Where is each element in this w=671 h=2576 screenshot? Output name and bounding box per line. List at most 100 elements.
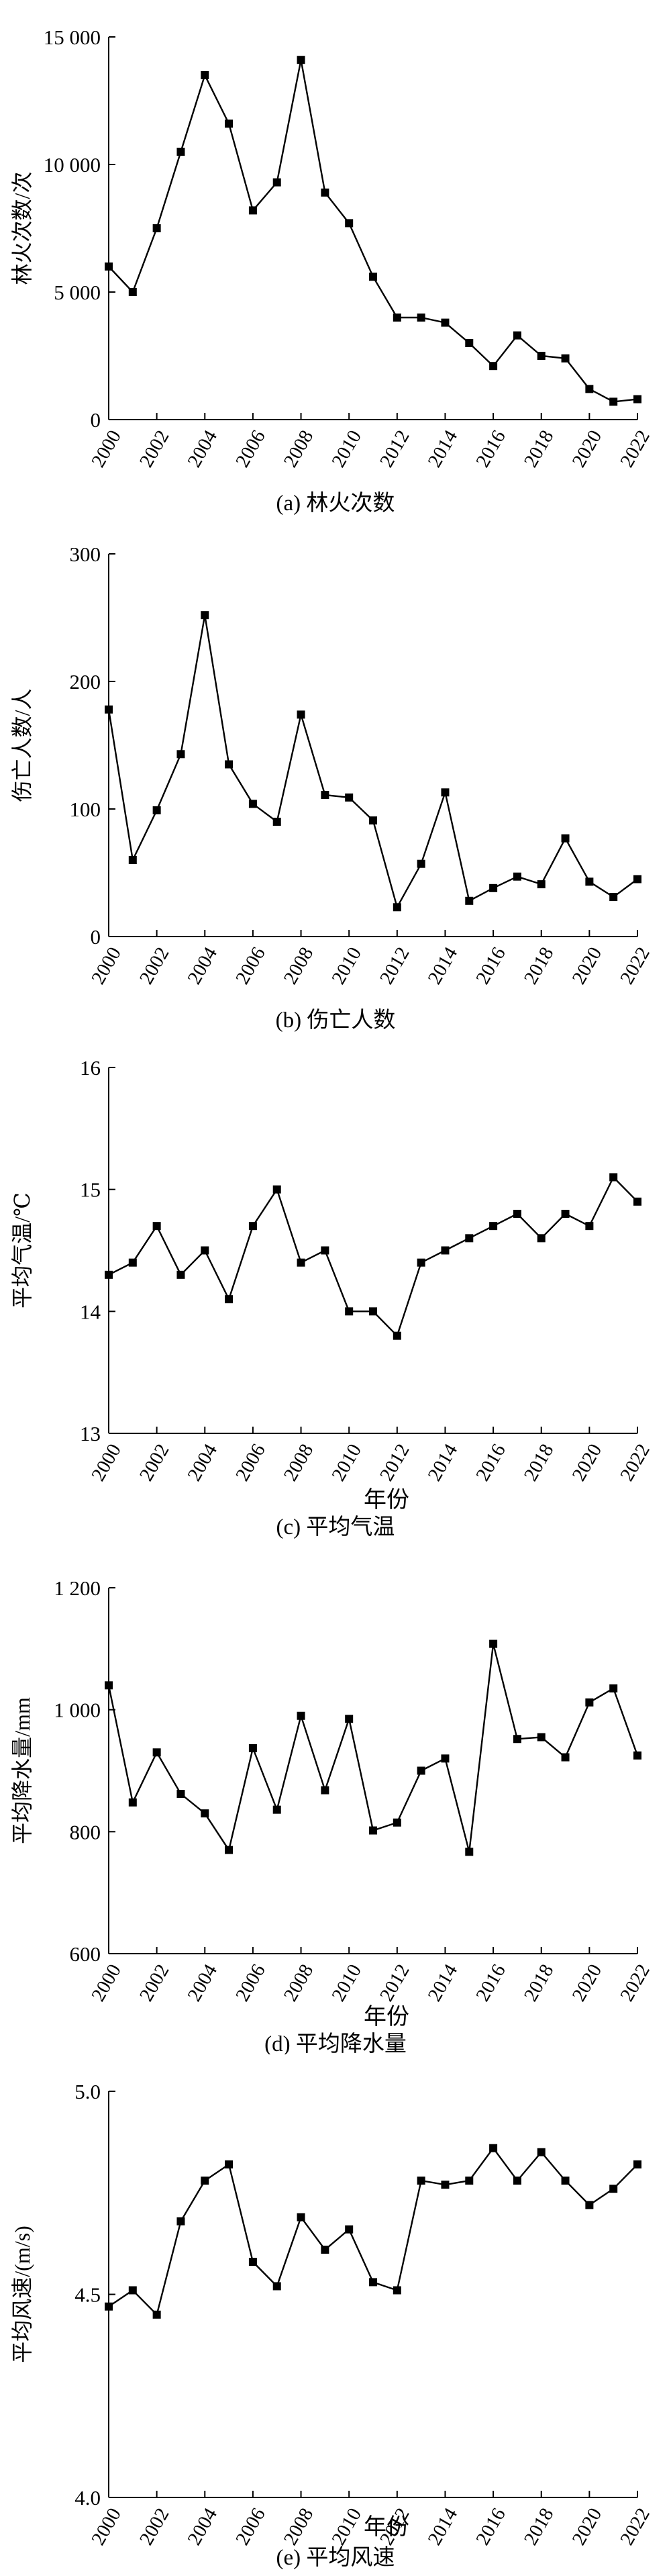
x-tick-label: 2022 [616,426,654,471]
y-tick-label: 5.0 [74,2080,101,2103]
x-tick-label: 2018 [520,2504,558,2548]
x-tick-label: 2014 [424,943,462,988]
data-point [345,2225,354,2234]
x-tick-label: 2020 [568,426,607,471]
x-tick-label: 2002 [136,426,174,471]
x-tick-label: 2006 [231,943,270,988]
data-point [345,219,354,228]
data-point [633,2160,641,2168]
x-tick-label: 2022 [616,1960,654,2005]
series-line [107,1643,639,1852]
x-tick-label: 2000 [87,1440,125,1484]
data-point [537,1234,546,1243]
x-tick-label: 2014 [424,426,462,471]
y-tick-label: 5 000 [54,281,101,304]
data-point [105,1270,113,1279]
y-tick-label: 4.5 [74,2283,101,2307]
data-point [321,188,329,197]
x-tick-label: 2020 [568,2504,607,2548]
x-tick-label: 2016 [472,1440,510,1484]
data-point [465,896,474,905]
chart-panel-3: 600 800 1 000 1 200 2000 2002 2004 2006 2008 2010… [10,1576,654,2054]
data-point [369,2278,377,2287]
y-axis-title: 伤亡人数/人 [10,689,34,802]
data-point [272,2282,281,2291]
data-point [272,818,281,826]
y-tick-label: 16 [80,1056,101,1080]
data-point [321,1786,329,1795]
data-point [105,2302,113,2311]
y-tick-label: 15 [80,1178,101,1202]
y-tick-label: 1 000 [54,1699,101,1722]
x-tick-label: 2002 [136,1960,174,2005]
data-point [393,1818,401,1827]
x-tick-label: 2022 [616,943,654,988]
data-point [537,352,546,360]
data-point [272,178,281,187]
y-tick-label: 15 000 [44,26,101,49]
x-tick-label: 2016 [472,1960,510,2005]
x-tick-label: 2016 [472,426,510,471]
x-tick-label: 2008 [280,1960,318,2005]
data-point [128,1798,137,1807]
x-axis-title: 年份 [364,2004,409,2030]
data-point [489,2144,498,2152]
y-axis-title: 林火次数/次 [10,172,34,285]
data-point [609,1173,618,1182]
x-tick-label: 2008 [280,1440,318,1484]
series-line [107,614,638,910]
data-point [417,1258,425,1267]
y-tick-label: 300 [70,542,101,566]
data-point [585,877,594,886]
y-tick-label: 0 [91,925,101,949]
x-tick-label: 2010 [327,2504,366,2548]
y-tick-label: 10 000 [44,153,101,177]
x-tick-label: 2018 [520,943,558,988]
x-tick-label: 2004 [183,426,221,471]
x-tick-label: 2010 [327,1960,366,2005]
x-tick-label: 2012 [376,426,414,471]
x-tick-label: 2016 [472,2504,510,2548]
x-tick-label: 2012 [376,1440,414,1484]
y-axis-title: 平均降水量/mm [10,1697,34,1844]
chart-caption: (b) 伤亡人数 [276,1008,396,1033]
data-point [321,1246,329,1255]
data-point [561,354,570,363]
data-point [537,880,546,889]
x-tick-label: 2020 [568,1960,607,2005]
y-tick-label: 200 [70,670,101,694]
data-point [345,1715,354,1723]
y-tick-label: 4.0 [74,2486,101,2510]
data-point [609,2185,618,2193]
x-tick-label: 2010 [327,426,366,471]
data-point [465,1234,474,1243]
data-point [417,859,425,868]
y-tick-label: 600 [70,1942,101,1966]
data-point [345,793,354,802]
x-tick-label: 2008 [280,426,318,471]
x-axis-title: 年份 [364,2514,409,2540]
y-tick-label: 0 [91,408,101,432]
data-point [176,1270,185,1279]
y-tick-label: 13 [80,1422,101,1445]
data-point [465,1848,474,1856]
data-point [297,2213,305,2222]
data-point [633,875,641,884]
x-tick-label: 2018 [520,1960,558,2005]
data-point [561,1753,570,1762]
data-point [105,1681,113,1690]
data-point [128,856,137,864]
data-point [393,2286,401,2295]
data-point [369,1307,377,1316]
data-point [489,362,498,371]
data-point [248,1222,257,1231]
data-point [248,206,257,215]
chart-caption: (d) 平均降水量 [264,2032,407,2054]
x-tick-label: 2014 [424,1960,462,2005]
data-point [105,263,113,271]
x-tick-label: 2016 [472,943,510,988]
data-point [513,1735,521,1744]
data-point [585,385,594,393]
